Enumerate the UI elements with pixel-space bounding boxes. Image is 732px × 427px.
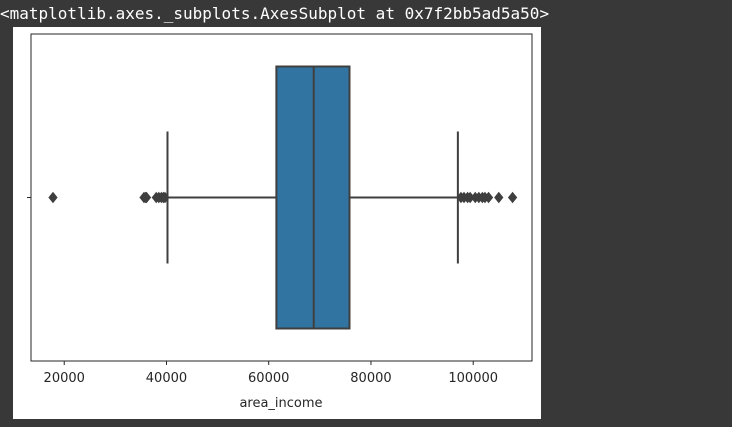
outlier-point bbox=[494, 191, 504, 204]
outliers bbox=[48, 191, 518, 204]
chart-figure: 20000 40000 60000 80000 100000 area_income bbox=[13, 27, 541, 419]
x-tick-label: 100000 bbox=[448, 371, 498, 386]
outlier-point bbox=[160, 191, 170, 204]
x-axis-ticks: 20000 40000 60000 80000 100000 bbox=[44, 361, 498, 386]
x-tick-label: 80000 bbox=[350, 371, 391, 386]
boxplot-chart: 20000 40000 60000 80000 100000 area_income bbox=[27, 33, 533, 411]
cell-output-repr: <matplotlib.axes._subplots.AxesSubplot a… bbox=[0, 4, 550, 23]
outlier-point bbox=[483, 191, 494, 204]
box-group bbox=[166, 65, 459, 330]
outlier-point bbox=[48, 191, 58, 204]
x-tick-label: 20000 bbox=[44, 371, 85, 386]
outlier-point bbox=[507, 191, 518, 204]
x-axis-label: area_income bbox=[239, 396, 322, 411]
x-tick-label: 40000 bbox=[146, 371, 187, 386]
outlier-point bbox=[141, 191, 152, 204]
x-tick-label: 60000 bbox=[248, 371, 289, 386]
